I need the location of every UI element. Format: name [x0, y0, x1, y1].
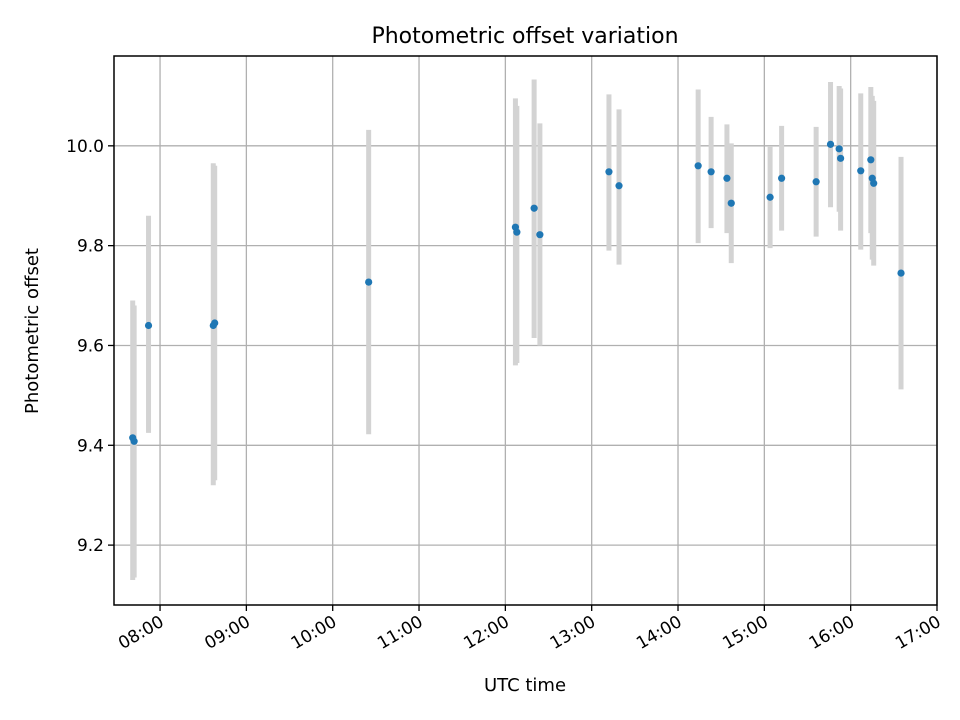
data-point: [836, 154, 845, 162]
x-axis-label: UTC time: [484, 675, 566, 696]
data-point: [778, 174, 786, 182]
y-axis-ticks: 9.2 9.4 9.6 9.8 10.0: [66, 137, 114, 556]
data-point: [694, 162, 702, 170]
data-point: [130, 437, 138, 445]
y-tick-label: 9.4: [77, 436, 104, 456]
data-point: [826, 140, 835, 148]
data-point: [707, 168, 715, 176]
data-point: [727, 199, 735, 207]
y-tick-label: 9.8: [77, 237, 104, 257]
plot-frame: [113, 55, 938, 606]
y-tick-label: 10.0: [66, 137, 104, 157]
y-tick-label: 9.6: [77, 336, 104, 356]
data-point: [513, 228, 521, 236]
data-point: [605, 168, 613, 176]
data-point: [723, 174, 731, 182]
data-point: [766, 193, 774, 201]
data-point: [857, 167, 865, 175]
data-point: [536, 231, 544, 239]
data-point: [211, 319, 219, 327]
data-point: [615, 182, 623, 190]
chart-title: Photometric offset variation: [371, 24, 678, 49]
data-point: [870, 179, 878, 187]
data-point: [530, 204, 538, 212]
data-points: [129, 140, 905, 445]
data-point: [144, 321, 153, 330]
y-tick-label: 9.2: [77, 536, 104, 556]
data-point: [835, 145, 843, 153]
data-point: [867, 156, 875, 164]
gridlines: [114, 56, 938, 605]
data-point: [812, 178, 820, 186]
data-point: [365, 278, 373, 286]
y-axis-label: Photometric offset: [22, 248, 43, 414]
data-point: [897, 269, 905, 277]
